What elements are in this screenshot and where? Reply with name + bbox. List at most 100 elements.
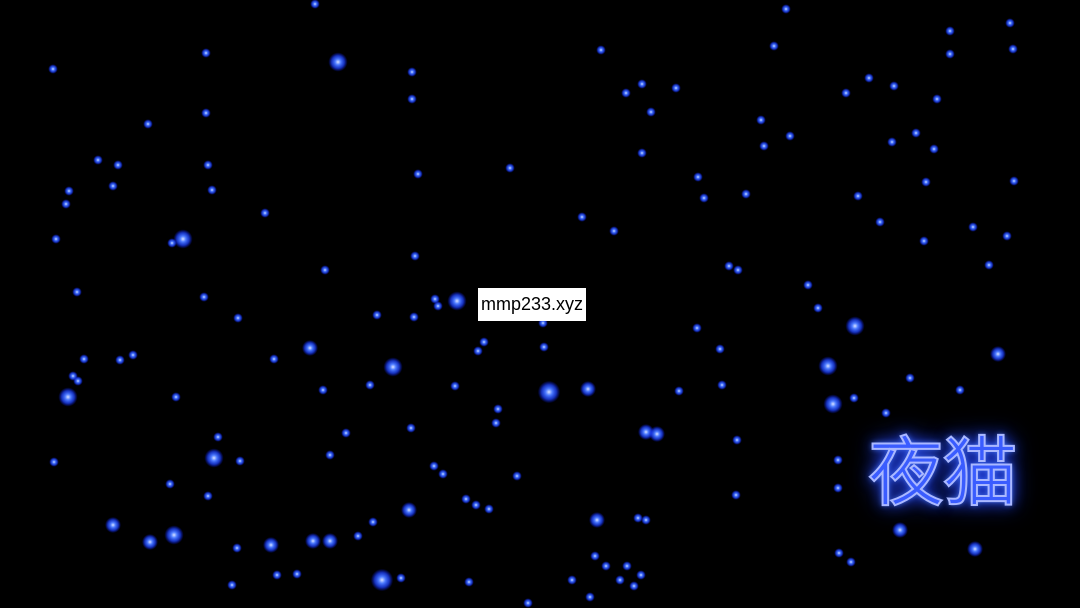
star [921, 177, 931, 187]
star [58, 387, 78, 407]
star [413, 169, 423, 179]
star [368, 517, 378, 527]
star [609, 226, 619, 236]
star [699, 193, 709, 203]
star [637, 79, 647, 89]
star [621, 88, 631, 98]
star [849, 393, 859, 403]
star [491, 418, 501, 428]
star [484, 504, 494, 514]
star [322, 533, 338, 549]
star-group [48, 0, 1019, 608]
star [142, 534, 158, 550]
star [846, 557, 856, 567]
star [115, 355, 125, 365]
star [263, 537, 279, 553]
star [318, 385, 328, 395]
star [447, 291, 467, 311]
star [875, 217, 885, 227]
star [990, 346, 1006, 362]
star [715, 344, 725, 354]
star [781, 4, 791, 14]
star [693, 172, 703, 182]
star [803, 280, 813, 290]
star [853, 191, 863, 201]
star [567, 575, 577, 585]
star [577, 212, 587, 222]
star [409, 312, 419, 322]
star [864, 73, 874, 83]
star [260, 208, 270, 218]
star [310, 0, 320, 9]
star [164, 525, 184, 545]
star [328, 52, 348, 72]
star [201, 48, 211, 58]
star [406, 423, 416, 433]
star [401, 502, 417, 518]
star [171, 392, 181, 402]
star [105, 517, 121, 533]
star [207, 185, 217, 195]
star [968, 222, 978, 232]
star [622, 561, 632, 571]
star [108, 181, 118, 191]
star [165, 479, 175, 489]
star [407, 94, 417, 104]
star [841, 88, 851, 98]
star [967, 541, 983, 557]
star [823, 394, 843, 414]
star [759, 141, 769, 151]
star [173, 229, 193, 249]
star [61, 199, 71, 209]
star [48, 64, 58, 74]
star [733, 265, 743, 275]
star [889, 81, 899, 91]
star [596, 45, 606, 55]
star [272, 570, 282, 580]
star [984, 260, 994, 270]
star [269, 354, 279, 364]
star [601, 561, 611, 571]
star [646, 107, 656, 117]
star [203, 491, 213, 501]
star [320, 265, 330, 275]
star [461, 494, 471, 504]
star [892, 522, 908, 538]
star [929, 144, 939, 154]
star [235, 456, 245, 466]
star [429, 461, 439, 471]
star [881, 408, 891, 418]
star [410, 251, 420, 261]
star [72, 287, 82, 297]
star [1009, 176, 1019, 186]
star [372, 310, 382, 320]
star [471, 500, 481, 510]
star [473, 346, 483, 356]
star [945, 49, 955, 59]
star [201, 108, 211, 118]
star [741, 189, 751, 199]
star [649, 426, 665, 442]
star [756, 115, 766, 125]
star [769, 41, 779, 51]
star [450, 381, 460, 391]
star [396, 573, 406, 583]
star [232, 543, 242, 553]
star [580, 381, 596, 397]
star [717, 380, 727, 390]
star [834, 548, 844, 558]
star [905, 373, 915, 383]
star [1008, 44, 1018, 54]
star [833, 455, 843, 465]
star [438, 469, 448, 479]
star [233, 313, 243, 323]
star [629, 581, 639, 591]
star [671, 83, 681, 93]
star [1005, 18, 1015, 28]
star [813, 303, 823, 313]
star [505, 163, 515, 173]
star [932, 94, 942, 104]
star [585, 592, 595, 602]
